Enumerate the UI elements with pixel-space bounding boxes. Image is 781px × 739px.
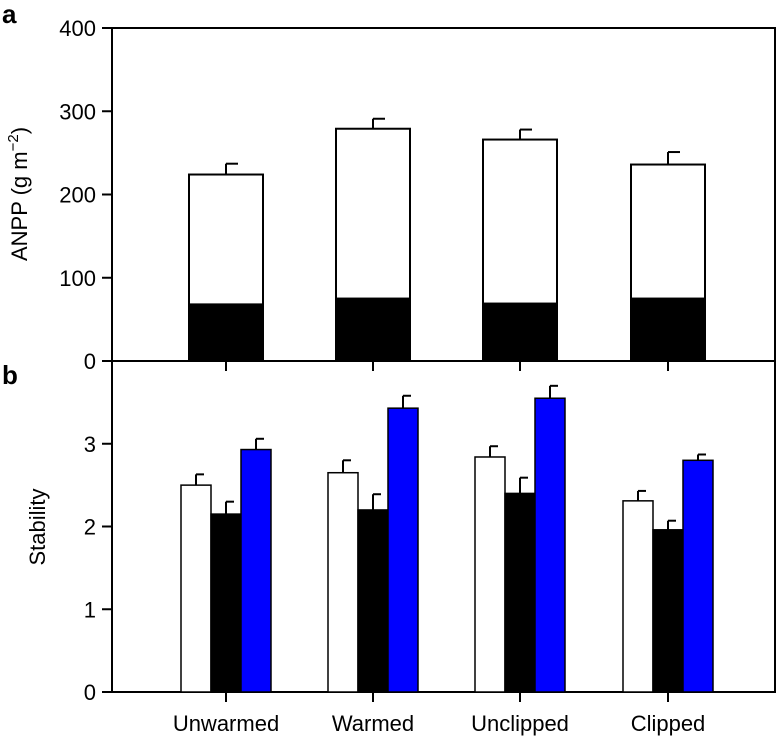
panel-b-blue-bar-2 (387, 407, 419, 693)
panel-b-blue-bar-4 (682, 459, 714, 693)
panel-b-letter: b (2, 360, 18, 390)
panel-a-bar-lower-2 (335, 297, 411, 362)
panel-b: b Stability 0 1 2 3 (2, 360, 776, 705)
panel-b-black-bar-1 (210, 513, 242, 693)
panel-a-bar-lower-3 (482, 302, 558, 362)
x-category-labels: Unwarmed Warmed Unclipped Clipped (173, 711, 705, 736)
panel-a-y-axis-label: ANPP (g m−2) (5, 127, 32, 261)
panel-b-white-bar-3 (474, 456, 506, 693)
panel-b-y-tick-label: 3 (84, 432, 96, 457)
panel-a-letter: a (2, 0, 17, 29)
x-category-label: Warmed (332, 711, 414, 736)
panel-b-black-bar-4 (652, 529, 684, 693)
panel-b-blue-bar-1 (240, 448, 272, 693)
panel-b-y-tick-label: 0 (84, 680, 96, 705)
x-category-label: Unwarmed (173, 711, 279, 736)
panel-a-y-tick-label: 200 (59, 183, 96, 208)
panel-b-y-axis-label: Stability (25, 488, 50, 565)
panel-b-y-tick-label: 1 (84, 597, 96, 622)
panel-b-blue-bar-3 (534, 397, 566, 693)
panel-a: a ANPP (g m−2) 0 100 200 300 400 (2, 0, 776, 374)
panel-a-y-tick-label: 400 (59, 16, 96, 41)
panel-b-white-bar-1 (180, 484, 212, 693)
panel-b-white-bar-4 (622, 500, 654, 693)
panel-b-y-tick-label: 2 (84, 515, 96, 540)
panel-b-black-bar-3 (504, 492, 536, 693)
panel-b-black-bar-2 (357, 509, 389, 693)
panel-a-y-tick-label: 100 (59, 266, 96, 291)
panel-a-y-tick-label: 300 (59, 99, 96, 124)
panel-a-y-tick-label: 0 (84, 349, 96, 374)
panel-a-bar-lower-1 (188, 303, 264, 363)
x-category-label: Unclipped (471, 711, 569, 736)
panel-a-bar-lower-4 (630, 297, 706, 362)
panel-b-white-bar-2 (327, 471, 359, 693)
x-category-label: Clipped (631, 711, 706, 736)
